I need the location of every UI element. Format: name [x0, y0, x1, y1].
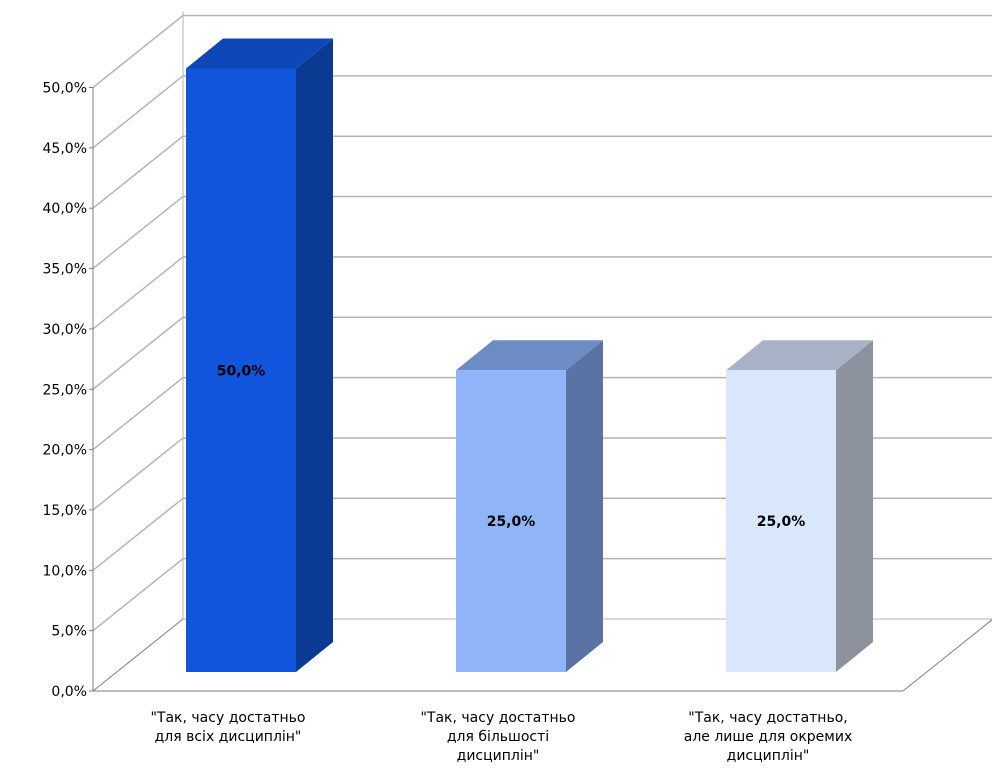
y-tick-label: 20,0%	[43, 443, 87, 459]
bar-1	[186, 38, 333, 672]
y-tick-label: 35,0%	[43, 262, 87, 278]
category-label-line: "Так, часу достатньо,	[688, 710, 847, 726]
bar-front	[456, 370, 566, 672]
gridline-diagonal	[92, 14, 184, 89]
data-label: 25,0%	[487, 514, 536, 530]
gridline-diagonal	[92, 558, 184, 632]
gridline-diagonal	[92, 377, 184, 451]
bar-2	[456, 340, 603, 672]
y-tick-label: 0,0%	[51, 684, 87, 700]
y-tick-label: 45,0%	[43, 141, 87, 157]
gridline-diagonal	[92, 135, 184, 209]
category-label: "Так, часу достатньо, але лише для окреми…	[684, 710, 852, 764]
bar-side	[296, 38, 333, 672]
category-label-line: "Так, часу достатньо	[150, 710, 305, 726]
category-labels: "Так, часу достатньо для всіх дисциплін""…	[150, 710, 852, 764]
gridline-diagonal	[92, 497, 184, 571]
category-label-line: "Так, часу достатньо	[420, 710, 575, 726]
category-label: "Так, часу достатньо для всіх дисциплін"	[150, 710, 305, 745]
y-tick-label: 50,0%	[43, 81, 87, 97]
category-label-line: для більшості	[447, 729, 549, 745]
data-label: 25,0%	[757, 514, 806, 530]
gridline-diagonal	[92, 316, 184, 390]
y-tick-labels: 0,0% 5,0% 10,0% 15,0% 20,0% 25,0% 30,0% 35,0% 40…	[43, 81, 87, 701]
gridline-diagonal	[92, 256, 184, 330]
y-tick-label: 30,0%	[43, 322, 87, 338]
category-label: "Так, часу достатньо для більшості дисципл…	[420, 710, 575, 764]
bar-top	[456, 340, 603, 371]
data-labels: 50,0% 25,0% 25,0%	[217, 363, 806, 530]
y-tick-label: 10,0%	[43, 563, 87, 579]
category-label-line: але лише для окремих	[684, 729, 852, 745]
y-tick-label: 15,0%	[43, 503, 87, 519]
y-tick-label: 25,0%	[43, 382, 87, 398]
bars	[186, 38, 873, 672]
category-label-line: дисциплін"	[457, 748, 540, 764]
bar-side	[566, 340, 603, 672]
bar-front	[186, 68, 296, 672]
bar-front	[726, 370, 836, 672]
category-label-line: для всіх дисциплін"	[155, 729, 302, 745]
bar-top	[186, 38, 333, 69]
bar-top	[726, 340, 873, 371]
y-tick-label: 5,0%	[51, 624, 87, 640]
floor-right-edge	[902, 619, 992, 692]
data-label: 50,0%	[217, 363, 266, 379]
gridline-diagonal	[92, 195, 184, 270]
bar-3	[726, 340, 873, 672]
y-tick-label: 40,0%	[43, 201, 87, 217]
category-label-line: дисциплін"	[727, 748, 810, 764]
bar-side	[836, 340, 873, 672]
gridline-diagonal	[92, 75, 184, 149]
floor-left-edge	[92, 618, 184, 692]
gridline-diagonal	[92, 437, 184, 511]
